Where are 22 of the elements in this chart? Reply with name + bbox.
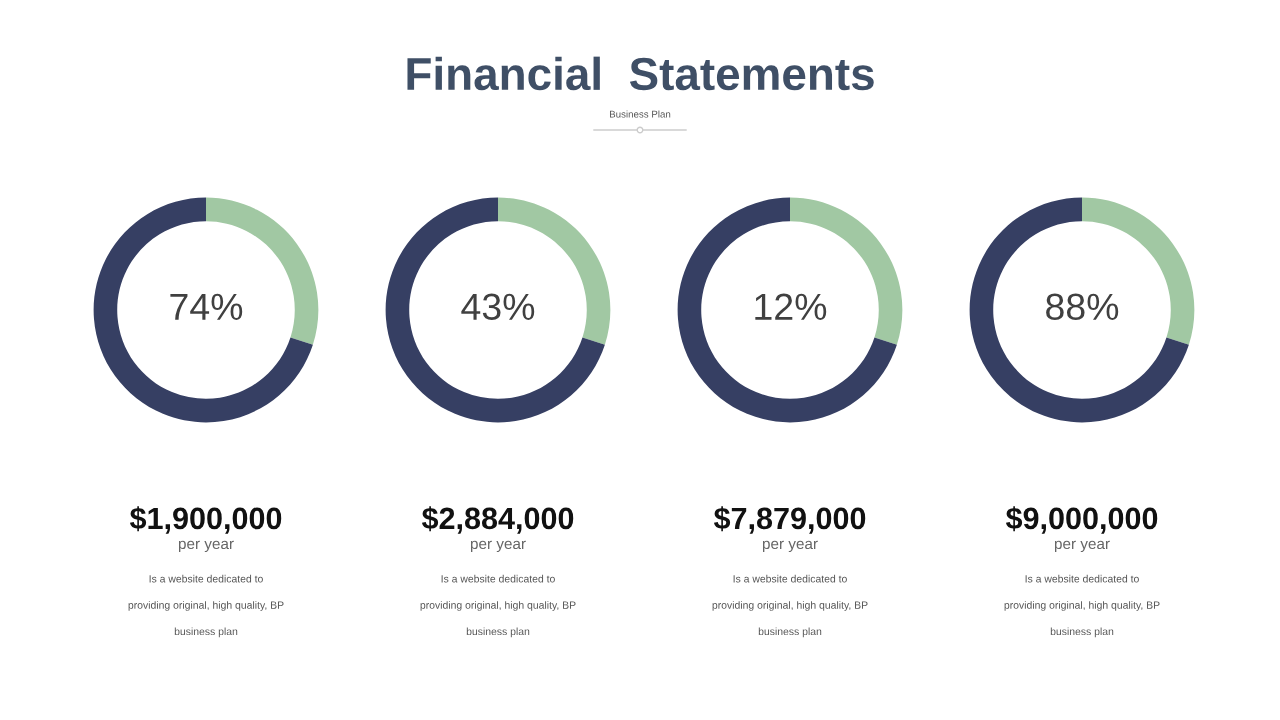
donut-slice (93, 197, 313, 423)
donut-slice (385, 197, 605, 423)
text: 88% (1046, 293, 1119, 321)
text: $1,900,000 (129, 506, 282, 534)
text: $2,884,000 (421, 506, 574, 534)
text: Is a website dedicated to providing original, high quality, BP business plan (128, 574, 284, 638)
text: Financial Statements (407, 56, 874, 91)
text: Is a website dedicated to providing original, high quality, BP business plan (1004, 574, 1160, 638)
text: Is a website dedicated to providing original, high quality, BP business plan (712, 574, 868, 638)
text: per year (1054, 540, 1110, 553)
text: $7,879,000 (713, 506, 866, 534)
text: per year (762, 540, 818, 553)
text: 43% (461, 293, 535, 321)
text: per year (178, 540, 234, 553)
text: Is a website dedicated to providing original, high quality, BP business plan (420, 574, 576, 638)
text: 74% (170, 293, 243, 320)
text: 12% (755, 293, 827, 320)
text: per year (470, 540, 526, 553)
donut-slice (677, 197, 897, 423)
text: $9,000,000 (1005, 506, 1158, 534)
text: Business Plan (609, 110, 671, 118)
donut-slice (969, 197, 1189, 423)
